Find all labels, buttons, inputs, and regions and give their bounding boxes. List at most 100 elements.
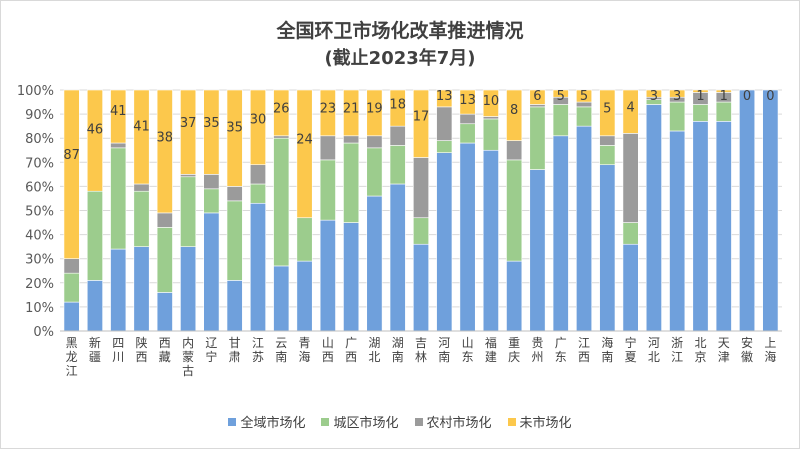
x-tick-label: 海南 [601,335,613,364]
bar-segment [319,219,336,332]
data-label: 3 [650,89,658,104]
legend-swatch [414,417,423,426]
bar-segment [203,89,220,175]
bar-segment [413,157,429,219]
bar-segment [622,222,639,245]
bar-segment [762,89,779,332]
bar-segment [715,101,732,122]
bar-segment [86,280,103,332]
legend-item: 农村市场化 [414,412,492,431]
x-tick-label: 辽宁 [205,336,217,364]
x-tick-label: 河北 [648,336,660,364]
legend-label: 农村市场化 [426,416,492,431]
data-label: 46 [87,122,104,137]
bar-segment [86,89,103,192]
chart-title: 全国环卫市场化改革推进情况 [276,20,524,42]
x-tick-label: 内蒙古 [182,336,194,378]
bar-segment [389,145,406,185]
x-tick-label: 贵州 [531,336,543,364]
data-label: 1 [696,89,704,104]
bar-segment [133,183,150,192]
bar-segment [203,174,220,190]
data-label: 8 [510,103,518,118]
bar-segment [622,89,639,134]
bar-segment [319,89,336,137]
x-tick-label: 天津 [718,336,730,364]
bar-segment [622,133,639,223]
data-label: 5 [603,101,611,116]
bar-segment [599,89,616,137]
bar-segment [506,89,523,141]
bar-segment [552,104,569,137]
bar-segment [436,89,453,108]
bar-segment [319,159,336,221]
bar-segment [389,183,406,332]
bar-segment [669,89,686,98]
data-label: 41 [133,120,150,135]
bar-segment [273,89,290,137]
bar-segment [482,89,499,117]
data-label: 3 [673,89,681,104]
bar-segment [529,106,546,170]
bar-segment [203,188,220,214]
x-tick-label: 宁夏 [625,335,637,364]
x-tick-label: 山西 [322,336,334,364]
bar-segment [273,135,290,139]
data-label: 30 [250,112,267,127]
bar-segment [180,174,197,178]
data-label: 38 [157,131,174,146]
bar-segment [63,89,80,259]
bar-segment [645,104,662,332]
data-label: 18 [389,98,406,113]
data-label: 13 [459,93,476,108]
bar-segment [226,280,243,332]
x-tick-label: 河南 [438,336,450,364]
x-tick-label: 安徽 [741,335,753,364]
bar-segment [343,89,360,137]
bar-segment [413,217,429,245]
data-label: 0 [743,89,751,104]
legend-label: 全域市场化 [240,416,306,431]
bar-segment [669,130,686,332]
bar-segment [552,135,569,332]
bar-segment [459,123,476,144]
data-label: 24 [296,133,313,148]
x-tick-label: 云南 [275,336,287,364]
bar-segment [599,135,616,146]
bar-segment [226,186,243,202]
x-tick-label: 青海 [299,336,311,364]
data-label: 6 [533,89,541,104]
bar-segment [669,101,686,132]
x-tick-label: 福建 [485,335,497,364]
bar-segment [645,89,662,98]
bar-segment [389,89,406,127]
bar-segment [599,145,616,166]
bar-segment [273,265,290,332]
bar-segment [715,89,732,93]
bar-segment [413,243,429,332]
bar-segment [319,135,336,161]
bar-segment [366,89,383,137]
y-tick-label: 40% [25,229,54,244]
x-tick-label: 黑龙江 [66,336,78,378]
data-label: 35 [203,116,220,131]
bar-segment [482,116,499,120]
bar-segment [366,135,383,149]
bar-segment [692,104,709,122]
x-tick-label: 四川 [112,336,124,364]
bar-segment [63,272,80,303]
bar-segment [506,140,523,161]
bar-segment [529,169,546,332]
data-label: 17 [413,110,430,125]
bar-segment [156,292,173,332]
bar-segment [133,246,150,332]
y-tick-label: 0% [33,325,54,340]
legend-label: 未市场化 [519,416,572,431]
bar-segment [203,212,220,332]
x-tick-label: 广东 [555,336,567,364]
bar-segment [576,125,593,332]
data-label: 35 [226,121,243,136]
data-label: 19 [366,101,383,116]
y-tick-label: 20% [25,277,54,292]
